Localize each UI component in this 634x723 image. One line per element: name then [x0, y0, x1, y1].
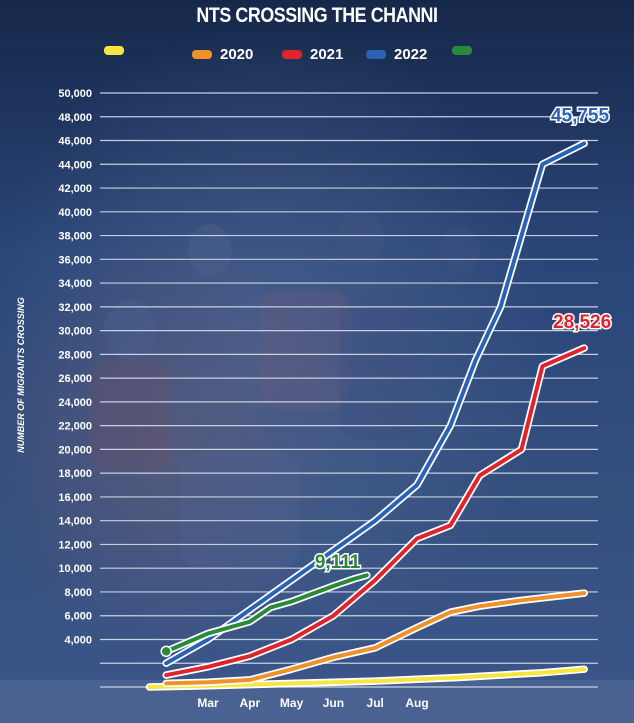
series-line: [164, 591, 587, 686]
legend-item: 2020: [192, 46, 253, 63]
x-tick-label: Apr: [239, 696, 260, 710]
y-tick-label: 8,000: [64, 587, 92, 599]
y-tick-label: 38,000: [58, 231, 92, 243]
series-line: [164, 141, 587, 666]
y-tick-label: 46,000: [58, 136, 92, 148]
y-tick-label: 50,000: [58, 88, 92, 100]
y-tick-label: 40,000: [58, 207, 92, 219]
data-label: 45,755: [551, 106, 610, 127]
y-tick-label: 48,000: [58, 112, 92, 124]
y-tick-label: 16,000: [58, 492, 92, 504]
x-tick-label: Aug: [405, 696, 428, 710]
y-tick-label: 10,000: [58, 563, 92, 575]
series-start-point: [160, 645, 172, 658]
y-tick-label: 6,000: [64, 611, 92, 623]
legend-item: 2022: [366, 46, 427, 63]
series-line: [164, 573, 369, 654]
y-tick-label: 30,000: [58, 326, 92, 338]
y-tick-label: 28,000: [58, 349, 92, 361]
chart-title: NTS CROSSING THE CHANNI: [196, 4, 438, 27]
legend-swatch: [282, 50, 302, 59]
legend-swatch: [104, 46, 124, 55]
data-label: 9,111: [315, 552, 361, 573]
x-tick-label: Jun: [323, 696, 344, 710]
x-tick-label: Mar: [197, 696, 219, 710]
y-tick-label: 20,000: [58, 444, 92, 456]
data-label: 28,526: [553, 312, 611, 333]
series-line: [164, 346, 587, 678]
y-tick-label: 26,000: [58, 373, 92, 385]
legend-item: [104, 46, 132, 55]
legend-swatch: [366, 50, 386, 59]
series-line: [147, 667, 587, 689]
y-tick-label: 18,000: [58, 468, 92, 480]
y-tick-label: 32,000: [58, 302, 92, 314]
legend-item: 2021: [282, 46, 343, 63]
y-tick-label: 44,000: [58, 159, 92, 171]
y-tick-label: 42,000: [58, 183, 92, 195]
y-tick-label: 4,000: [64, 634, 92, 646]
y-tick-label: 12,000: [58, 539, 92, 551]
y-tick-label: 24,000: [58, 397, 92, 409]
y-tick-label: 14,000: [58, 516, 92, 528]
legend-swatch: [452, 46, 472, 55]
y-tick-label: 34,000: [58, 278, 92, 290]
legend-swatch: [192, 50, 212, 59]
legend-item: [452, 46, 480, 55]
series-outline: [162, 589, 588, 688]
chart-legend: 2020 2021 2022: [0, 44, 634, 70]
legend-label: 2021: [310, 46, 344, 63]
y-tick-label: 36,000: [58, 254, 92, 266]
legend-label: 2022: [394, 46, 428, 63]
x-tick-label: May: [280, 696, 304, 710]
legend-label: 2020: [220, 46, 254, 63]
x-tick-label: Jul: [367, 696, 384, 710]
y-tick-label: 22,000: [58, 421, 92, 433]
series-outline: [162, 139, 588, 667]
